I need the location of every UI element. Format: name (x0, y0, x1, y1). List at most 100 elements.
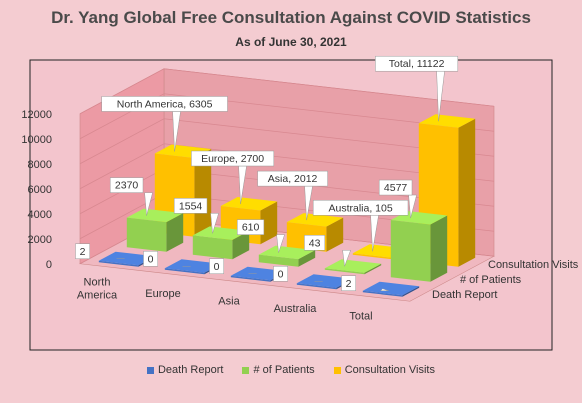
data-label-text: Asia, 2012 (268, 173, 318, 185)
data-label-2-0: North America, 6305 (101, 96, 228, 152)
category-label: Total (349, 311, 372, 323)
legend-item-consultation-visits: Consultation Visits (333, 364, 435, 376)
data-label-box (304, 235, 326, 251)
bar-top (296, 274, 354, 288)
bar-front (230, 275, 271, 282)
bar-side (298, 250, 316, 267)
y-tick-label: 2000 (28, 234, 52, 246)
bar-side (232, 230, 250, 260)
bar-0-4 (362, 281, 420, 297)
gridline (79, 93, 495, 140)
data-label-pointer (210, 213, 219, 234)
bar-side (166, 213, 184, 252)
bar-front (362, 290, 403, 297)
depth-axis-label: # of Patients (460, 274, 522, 286)
legend-item-death-report: Death Report (146, 364, 224, 376)
bar-side (430, 215, 448, 282)
legend-label-death-report: Death Report (157, 364, 224, 376)
category-label: North America (77, 277, 118, 302)
legend-item-patients: # of Patients (242, 364, 315, 376)
data-label-2-4: Total, 11122 (375, 55, 459, 122)
data-label-text: Total, 11122 (389, 58, 445, 70)
data-label-text: Australia, 105 (328, 202, 392, 214)
data-label-pointer (379, 288, 389, 291)
depth-axis-label: Consultation Visits (488, 259, 579, 271)
bar-1-2 (258, 245, 316, 267)
y-tick-label: 4000 (28, 209, 52, 221)
bar-front (164, 268, 205, 275)
data-label-text: 2 (346, 278, 352, 290)
data-label-box (312, 200, 409, 216)
data-label-1-3: 43 (304, 235, 351, 267)
bar-1-0 (126, 208, 184, 252)
data-label-box (273, 266, 288, 282)
depth-axis-label: Death Report (432, 289, 497, 301)
data-label-2-1: Europe, 2700 (191, 150, 275, 205)
data-label-text: North America, 6305 (117, 98, 213, 110)
chart-subtitle: As of June 30, 2021 (235, 35, 347, 49)
data-label-box (257, 170, 328, 187)
bar-top (164, 259, 222, 273)
data-label-text: 610 (242, 222, 260, 234)
bar-front (390, 220, 431, 282)
bar-1-1 (192, 226, 250, 260)
data-label-text: 0 (148, 253, 154, 265)
data-label-text: 1554 (179, 200, 203, 212)
data-label-box (378, 179, 413, 196)
bar-top (230, 266, 288, 281)
data-label-text: 2 (80, 246, 86, 258)
y-tick-label: 12000 (21, 109, 52, 121)
data-label-0-1: 0 (143, 251, 191, 267)
data-label-0-0: 2 (75, 243, 125, 259)
data-label-box (101, 96, 228, 112)
bar-front (324, 268, 365, 275)
category-label: Australia (274, 303, 318, 315)
bar-top (258, 245, 316, 260)
bar-side (402, 286, 420, 297)
data-label-2-3: Australia, 105 (312, 200, 409, 252)
data-label-1-2: 610 (237, 219, 285, 253)
data-label-1-1: 1554 (173, 198, 219, 234)
bar-front (98, 260, 139, 267)
bar-top (324, 259, 382, 273)
bar-front (296, 283, 337, 290)
bar-front (352, 253, 393, 260)
bar-side (194, 148, 212, 237)
gridline (79, 143, 495, 190)
category-label-line: North (84, 277, 111, 289)
data-label-2-2: Asia, 2012 (257, 170, 328, 221)
data-label-text: Europe, 2700 (201, 153, 264, 165)
data-label-pointer (408, 194, 417, 219)
category-label-line: America (77, 290, 118, 302)
legend-swatch-death-report (146, 366, 154, 374)
gridline (79, 118, 495, 165)
data-label-box (237, 219, 265, 235)
data-label-box (143, 251, 158, 267)
bar-side (260, 201, 278, 245)
bar-top (126, 208, 184, 223)
data-label-0-4: 2 (341, 275, 389, 291)
data-label-box (375, 55, 459, 72)
bar-top (192, 226, 250, 240)
legend-swatch-patients (242, 366, 250, 374)
bar-side (458, 118, 476, 267)
data-label-pointer (276, 234, 285, 253)
legend-swatch-consultation-visits (333, 366, 341, 374)
data-label-0-2: 0 (209, 258, 257, 274)
data-label-text: 0 (278, 268, 284, 280)
data-label-box (75, 243, 90, 259)
y-tick-label: 6000 (28, 184, 52, 196)
bar-1-4 (390, 211, 448, 282)
category-label: Asia (218, 296, 240, 308)
bar-1-3 (324, 259, 382, 275)
bar-side (326, 217, 344, 252)
bar-top (418, 114, 476, 128)
legend-label-consultation-visits: Consultation Visits (344, 364, 435, 376)
data-label-pointer (342, 250, 351, 267)
legend-label-patients: # of Patients (253, 364, 315, 376)
bar-front (126, 217, 167, 252)
data-label-1-4: 4577 (378, 179, 417, 219)
data-label-box (109, 177, 144, 193)
